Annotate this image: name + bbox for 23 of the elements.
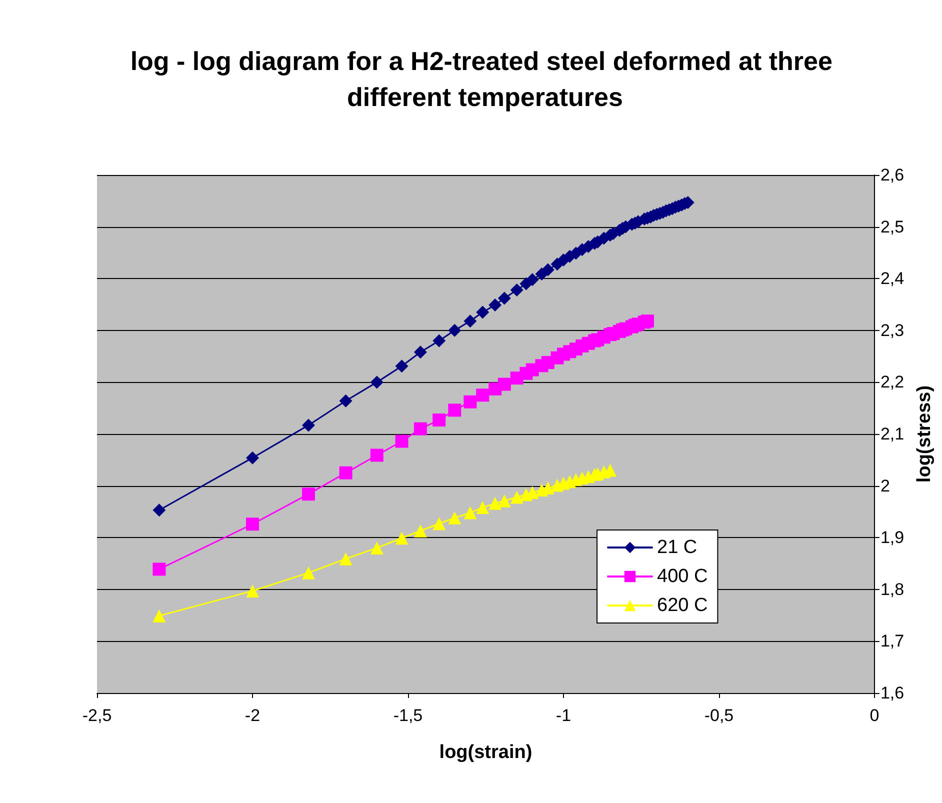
x-tick-label: -0,5 — [704, 706, 734, 725]
x-tick-label: -2 — [244, 706, 260, 725]
y-tick-label: 2 — [880, 476, 890, 496]
y-tick-label: 1,7 — [880, 632, 904, 651]
y-tick-label: 2,6 — [880, 166, 904, 184]
legend-label: 400 C — [657, 566, 708, 587]
x-axis-title: log(strain) — [439, 742, 532, 763]
x-tick-label: -1,5 — [393, 706, 423, 725]
legend-label: 620 C — [657, 595, 708, 616]
x-tick-label: 0 — [870, 706, 880, 725]
y-tick-label: 2,1 — [880, 424, 904, 444]
legend-label: 21 C — [657, 537, 698, 558]
chart-title: log - log diagram for a H2-treated steel deformed at three different temperatures — [130, 46, 840, 112]
y-tick-label: 2,4 — [880, 269, 904, 288]
y-tick-label: 1,9 — [880, 528, 904, 548]
y-tick-label: 1,8 — [880, 580, 904, 599]
y-tick-label: 2,5 — [880, 217, 904, 236]
y-tick-label: 2,3 — [880, 320, 904, 340]
x-tick-label: -1 — [556, 706, 572, 725]
y-axis-title: log(stress) — [914, 385, 935, 483]
y-tick-label: 1,6 — [880, 684, 904, 702]
y-tick-label: 2,2 — [880, 372, 904, 392]
x-tick-label: -2,5 — [82, 706, 112, 725]
